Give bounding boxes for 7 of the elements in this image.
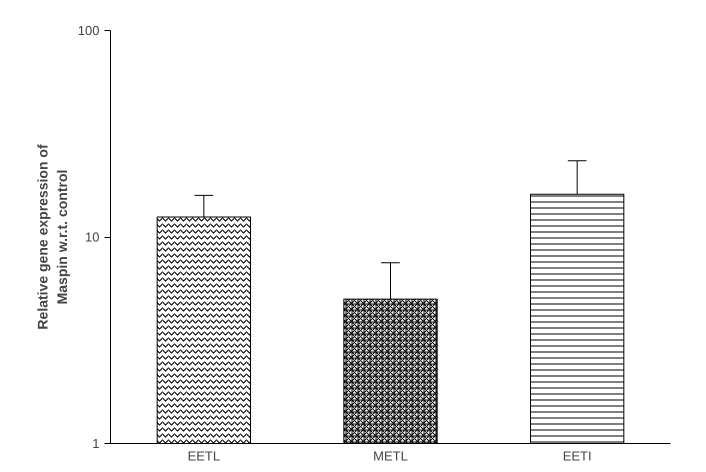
x-tick-label: EETL bbox=[188, 448, 220, 464]
x-tick-label: EETI bbox=[562, 448, 592, 464]
x-tick-label: METL bbox=[373, 448, 408, 464]
y-tick-label: 1 bbox=[92, 436, 100, 451]
y-tick-label: 10 bbox=[85, 230, 100, 244]
y-tick-label: 100 bbox=[78, 23, 100, 38]
y-axis-title: Relative gene expression of Maspin w.r.t. control bbox=[34, 144, 70, 330]
